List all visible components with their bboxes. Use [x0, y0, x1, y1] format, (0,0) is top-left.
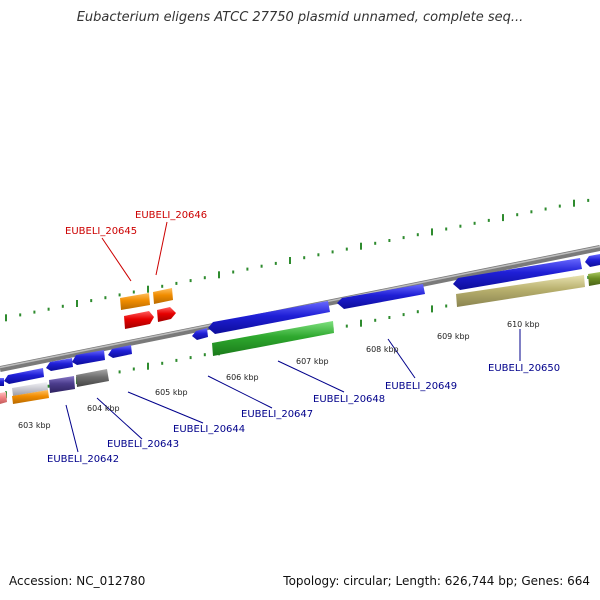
- gene-feature[interactable]: [0, 392, 7, 404]
- map-title: Eubacterium eligens ATCC 27750 plasmid u…: [76, 10, 524, 25]
- gene-label-eubeli-20645[interactable]: EUBELI_20645: [65, 226, 137, 237]
- tick-label: 605 kbp: [155, 388, 188, 397]
- tick-label: 606 kbp: [226, 373, 259, 382]
- tick-label: 610 kbp: [507, 320, 540, 329]
- gene-label-eubeli-20642[interactable]: EUBELI_20642: [47, 454, 119, 465]
- gene-feature[interactable]: [12, 390, 49, 404]
- gene-feature[interactable]: [0, 378, 4, 386]
- gene-feature[interactable]: [72, 350, 105, 365]
- gene-feature[interactable]: [337, 284, 425, 309]
- tick-label: 603 kbp: [18, 421, 51, 430]
- gene-feature[interactable]: [49, 376, 75, 393]
- gene-label-eubeli-20648[interactable]: EUBELI_20648: [313, 394, 385, 405]
- gene-label-eubeli-20646[interactable]: EUBELI_20646: [135, 210, 207, 221]
- gene-feature[interactable]: [456, 275, 585, 307]
- gene-feature[interactable]: [76, 369, 109, 387]
- gene-feature[interactable]: [108, 345, 132, 358]
- tick-label: 607 kbp: [296, 357, 329, 366]
- gene-feature[interactable]: [46, 358, 73, 371]
- gene-feature[interactable]: [208, 301, 330, 334]
- outer-tick-track: [5, 198, 590, 322]
- gene-label-eubeli-20647[interactable]: EUBELI_20647: [241, 409, 313, 420]
- tick-label: 609 kbp: [437, 332, 470, 341]
- gene-feature[interactable]: [212, 321, 334, 356]
- gene-features: [0, 254, 600, 404]
- tick-label: 604 kbp: [87, 404, 120, 413]
- gene-feature-20646[interactable]: [153, 288, 173, 304]
- gene-feature[interactable]: [12, 382, 48, 396]
- gene-label-eubeli-20644[interactable]: EUBELI_20644: [173, 424, 245, 435]
- gene-feature-20646b[interactable]: [157, 307, 176, 322]
- gene-label-eubeli-20643[interactable]: EUBELI_20643: [107, 439, 179, 450]
- gene-feature-20645b[interactable]: [124, 311, 154, 329]
- tick-label: 608 kbp: [366, 345, 399, 354]
- gene-feature[interactable]: [588, 272, 600, 286]
- topology-summary: Topology: circular; Length: 626,744 bp; …: [283, 574, 590, 588]
- gene-feature[interactable]: [192, 328, 208, 340]
- gene-label-eubeli-20649[interactable]: EUBELI_20649: [385, 381, 457, 392]
- gene-feature-20645[interactable]: [120, 293, 150, 310]
- callout-lines: [65, 221, 521, 453]
- gene-feature[interactable]: [453, 258, 582, 290]
- accession-text: Accession: NC_012780: [9, 574, 146, 588]
- gene-feature[interactable]: [4, 368, 44, 384]
- gene-label-eubeli-20650[interactable]: EUBELI_20650: [488, 363, 560, 374]
- gene-feature[interactable]: [585, 254, 600, 267]
